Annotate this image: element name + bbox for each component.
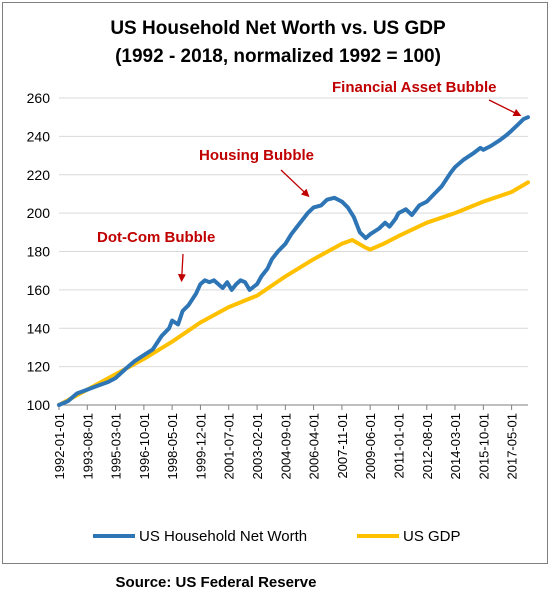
legend: US Household Net Worth US GDP — [93, 528, 461, 545]
chart-title-line-2: (1992 - 2018, normalized 1992 = 100) — [115, 46, 441, 67]
x-tick-label: 2011-01-01 — [392, 413, 407, 479]
y-tick-label: 160 — [27, 282, 51, 298]
x-tick-label: 2001-07-01 — [222, 413, 237, 480]
y-tick-label: 200 — [27, 205, 51, 221]
y-tick-label: 180 — [27, 244, 51, 260]
series-lines — [57, 115, 530, 407]
annotation-arrow — [280, 169, 310, 198]
x-tick-label: 2003-02-01 — [250, 413, 265, 480]
series-line-networth — [57, 115, 530, 407]
x-tick-label: 1995-03-01 — [109, 413, 124, 480]
legend-label-gdp: US GDP — [403, 528, 461, 545]
source-note: Source: US Federal Reserve — [0, 574, 552, 591]
y-tick-label: 220 — [27, 167, 51, 183]
x-tick-label: 2004-09-01 — [278, 413, 293, 480]
annotation-arrow — [177, 253, 186, 283]
y-tick-label: 100 — [27, 397, 51, 413]
x-tick-label: 1993-08-01 — [80, 413, 95, 480]
x-tick-label: 1996-10-01 — [137, 413, 152, 480]
x-tick-label: 2015-10-01 — [476, 413, 491, 480]
series-line-gdp — [57, 180, 530, 407]
x-tick-label: 2009-06-01 — [363, 413, 378, 480]
axes: 100 120 140 160 180 200 220 240 260 1992-01-01 199… — [27, 90, 528, 480]
x-tick-label: 2014-03-01 — [448, 413, 463, 480]
legend-label-networth: US Household Net Worth — [139, 528, 307, 545]
x-tick-label: 2017-05-01 — [505, 413, 520, 480]
y-tick-label: 140 — [27, 320, 51, 336]
annotation-label: Financial Asset Bubble — [332, 79, 496, 96]
annotations: Dot-Com Bubble Housing Bubble Financial As… — [97, 79, 522, 283]
y-tick-label: 240 — [27, 128, 51, 144]
y-tick-label: 120 — [27, 359, 51, 375]
x-tick-label: 2006-04-01 — [307, 413, 322, 480]
x-tick-label: 1998-05-01 — [165, 413, 180, 480]
x-tick-label: 1992-01-01 — [52, 413, 67, 480]
annotation-label: Dot-Com Bubble — [97, 229, 215, 246]
y-tick-label: 260 — [27, 90, 51, 106]
annotation-label: Housing Bubble — [199, 147, 314, 164]
annotation-arrow — [488, 99, 522, 117]
chart-title-line-1: US Household Net Worth vs. US GDP — [110, 18, 446, 39]
x-tick-label: 2012-08-01 — [420, 413, 435, 480]
x-tick-label: 2007-11-01 — [335, 413, 350, 479]
source-text: Source: US Federal Reserve — [115, 574, 317, 591]
x-tick-label: 1999-12-01 — [193, 413, 208, 480]
